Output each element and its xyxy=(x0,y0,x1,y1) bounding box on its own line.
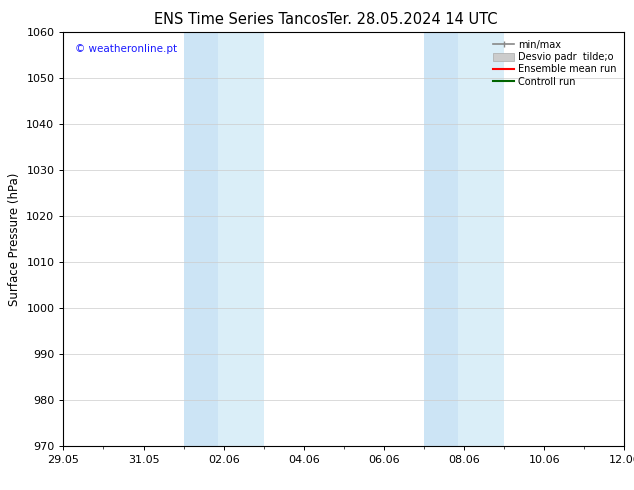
Bar xyxy=(458,32,504,446)
Bar xyxy=(424,32,458,446)
Bar xyxy=(217,32,264,446)
Legend: min/max, Desvio padr  tilde;o, Ensemble mean run, Controll run: min/max, Desvio padr tilde;o, Ensemble m… xyxy=(490,37,619,90)
Y-axis label: Surface Pressure (hPa): Surface Pressure (hPa) xyxy=(8,172,21,306)
Bar xyxy=(184,32,217,446)
Text: ENS Time Series Tancos: ENS Time Series Tancos xyxy=(154,12,328,27)
Text: Ter. 28.05.2024 14 UTC: Ter. 28.05.2024 14 UTC xyxy=(327,12,497,27)
Text: © weatheronline.pt: © weatheronline.pt xyxy=(75,44,177,54)
